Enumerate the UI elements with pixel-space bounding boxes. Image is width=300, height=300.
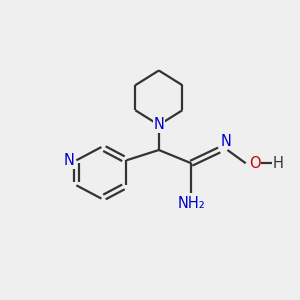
Text: N: N	[221, 134, 232, 148]
Text: N: N	[64, 153, 75, 168]
Text: H: H	[273, 156, 284, 171]
Text: NH₂: NH₂	[177, 196, 205, 211]
Text: O: O	[249, 156, 261, 171]
Text: N: N	[153, 118, 164, 133]
